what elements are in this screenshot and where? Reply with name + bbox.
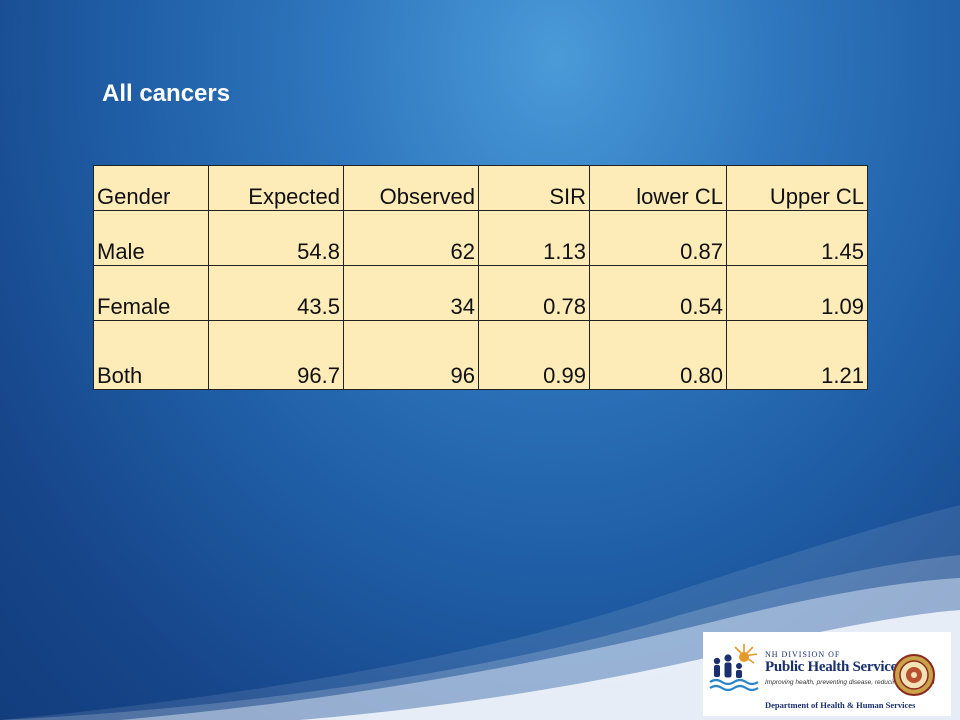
cell-upper-cl: 1.45 — [726, 210, 868, 266]
table-header-row: Gender Expected Observed SIR lower CL Up… — [93, 165, 868, 211]
cell-lower-cl: 0.80 — [589, 320, 727, 390]
cancer-sir-table: Gender Expected Observed SIR lower CL Up… — [93, 165, 868, 390]
header-gender: Gender — [93, 165, 209, 211]
nh-dphs-logo: NH DIVISION OF Public Health Services Im… — [703, 632, 951, 716]
cell-sir: 0.99 — [478, 320, 590, 390]
cell-observed: 34 — [343, 265, 479, 321]
cell-expected: 43.5 — [208, 265, 344, 321]
cell-gender: Male — [93, 210, 209, 266]
cell-upper-cl: 1.09 — [726, 265, 868, 321]
header-sir: SIR — [478, 165, 590, 211]
header-expected: Expected — [208, 165, 344, 211]
state-seal-icon — [893, 654, 935, 696]
header-upper-cl: Upper CL — [726, 165, 868, 211]
cell-lower-cl: 0.54 — [589, 265, 727, 321]
header-observed: Observed — [343, 165, 479, 211]
logo-department-text: Department of Health & Human Services — [765, 700, 916, 710]
cell-expected: 96.7 — [208, 320, 344, 390]
slide-title: All cancers — [102, 80, 231, 107]
sun-and-people-icon — [709, 644, 759, 692]
cell-gender: Both — [93, 320, 209, 390]
cell-lower-cl: 0.87 — [589, 210, 727, 266]
logo-division-text: NH DIVISION OF — [765, 650, 841, 659]
header-lower-cl: lower CL — [589, 165, 727, 211]
table-row: Female 43.5 34 0.78 0.54 1.09 — [93, 265, 868, 321]
table-row: Both 96.7 96 0.99 0.80 1.21 — [93, 320, 868, 390]
cell-sir: 1.13 — [478, 210, 590, 266]
cell-expected: 54.8 — [208, 210, 344, 266]
table-row: Male 54.8 62 1.13 0.87 1.45 — [93, 210, 868, 266]
cell-sir: 0.78 — [478, 265, 590, 321]
logo-tagline-text: Improving health, preventing disease, re… — [765, 679, 935, 686]
cell-gender: Female — [93, 265, 209, 321]
logo-name-text: Public Health Services — [765, 659, 903, 675]
cell-upper-cl: 1.21 — [726, 320, 868, 390]
cell-observed: 96 — [343, 320, 479, 390]
cell-observed: 62 — [343, 210, 479, 266]
